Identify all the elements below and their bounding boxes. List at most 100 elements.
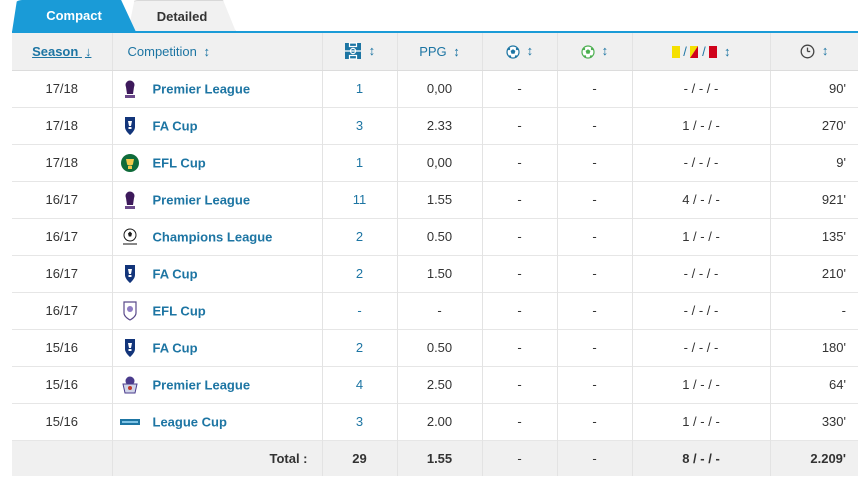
ppg-cell: 0.50 xyxy=(397,329,483,366)
ppg-cell: 0,00 xyxy=(397,144,483,181)
ppg-cell: 1.50 xyxy=(397,255,483,292)
cards-separator: / xyxy=(702,43,706,59)
season-header[interactable]: Season ↓ xyxy=(12,33,113,71)
table-row: 16/17 Champions League 2 0.50- -1 / - / -135… xyxy=(12,218,858,255)
competition-link[interactable]: League Cup xyxy=(152,414,227,429)
tab-compact[interactable]: Compact xyxy=(12,0,136,32)
competition-cell: Champions League xyxy=(112,218,323,255)
champions-league-logo[interactable] xyxy=(119,226,141,248)
competition-link[interactable]: Premier League xyxy=(152,377,251,392)
assists-cell: - xyxy=(557,329,633,366)
table-row: 17/18 EFL Cup 1 0,00- - - / - / -9' xyxy=(12,144,858,181)
total-row: Total : 29 1.55 - - 8 / - / - 2.209' xyxy=(12,440,858,476)
pitch-icon xyxy=(344,42,362,60)
goals-cell: - xyxy=(482,255,558,292)
assists-cell: - xyxy=(557,292,633,329)
season-cell: 16/17 xyxy=(12,255,113,292)
table-row: 16/17 Premier League 11 1.55- -4 / - / -921' xyxy=(12,181,858,218)
minutes-cell: 180' xyxy=(821,340,846,355)
tab-detailed[interactable]: Detailed xyxy=(128,0,236,32)
assists-cell: - xyxy=(557,403,633,440)
competition-link[interactable]: Premier League xyxy=(152,81,251,96)
cards-cell: 1 / - / - xyxy=(632,366,771,403)
competition-link[interactable]: FA Cup xyxy=(152,340,198,355)
cards-separator: / xyxy=(683,43,687,59)
cards-header[interactable]: / / ↕ xyxy=(632,33,771,71)
competition-header-label: Competition xyxy=(127,43,197,59)
minutes-cell: 90' xyxy=(829,81,846,96)
apps-cell[interactable]: 11 xyxy=(322,181,398,218)
cards-cell: - / - / - xyxy=(632,255,771,292)
competition-cell: FA Cup xyxy=(112,107,323,144)
goals-cell: - xyxy=(482,403,558,440)
minutes-cell: 9' xyxy=(836,155,846,170)
competition-cell: FA Cup xyxy=(112,329,323,366)
goals-cell: - xyxy=(482,70,558,107)
red-card-icon xyxy=(709,46,718,59)
appearances-header[interactable]: ↕ xyxy=(322,33,398,71)
ppg-cell: 2.00 xyxy=(397,403,483,440)
premier-league-logo[interactable] xyxy=(119,189,141,211)
competition-link[interactable]: EFL Cup xyxy=(152,155,206,170)
competition-link[interactable]: Premier League xyxy=(152,192,251,207)
competition-cell: Premier League xyxy=(112,366,323,403)
total-spacer xyxy=(12,440,113,476)
apps-cell[interactable]: 2 xyxy=(322,255,398,292)
tab-bar: Detailed Compact xyxy=(0,0,858,33)
minutes-cell: 270' xyxy=(821,118,846,133)
goals-cell: - xyxy=(482,329,558,366)
sort-icon: ↕ xyxy=(723,43,731,59)
fa-cup-logo[interactable] xyxy=(119,337,141,359)
ppg-cell: 2.33 xyxy=(397,107,483,144)
competition-link[interactable]: EFL Cup xyxy=(152,303,206,318)
assists-header[interactable]: ↕ xyxy=(557,33,633,71)
season-cell: 15/16 xyxy=(12,329,113,366)
minutes-header[interactable]: ↕ xyxy=(770,33,858,71)
apps-cell[interactable]: 2 xyxy=(322,329,398,366)
fa-cup-logo[interactable] xyxy=(119,115,141,137)
performance-table: Season ↓ Competition ↕ ↕ xyxy=(12,33,858,476)
goals-header[interactable]: ↕ xyxy=(482,33,558,71)
apps-cell[interactable]: 1 xyxy=(322,144,398,181)
competition-link[interactable]: FA Cup xyxy=(152,118,198,133)
minutes-cell: 210' xyxy=(821,266,846,281)
total-ppg: 1.55 xyxy=(397,440,483,476)
apps-cell[interactable]: 1 xyxy=(322,70,398,107)
apps-cell[interactable]: 3 xyxy=(322,403,398,440)
minutes-cell: 330' xyxy=(821,414,846,429)
total-label: Total : xyxy=(112,440,323,476)
table-row: 15/16 Premier League 4 2.50- -1 / - / -64' xyxy=(12,366,858,403)
apps-cell[interactable]: 3 xyxy=(322,107,398,144)
sort-icon: ↕ xyxy=(453,43,460,59)
goals-cell: - xyxy=(482,181,558,218)
fa-cup-logo[interactable] xyxy=(119,263,141,285)
competition-cell: EFL Cup xyxy=(112,292,323,329)
total-assists: - xyxy=(557,440,633,476)
season-cell: 16/17 xyxy=(12,181,113,218)
ppg-header[interactable]: PPG ↕ xyxy=(397,33,483,71)
cards-cell: - / - / - xyxy=(632,329,771,366)
season-cell: 15/16 xyxy=(12,403,113,440)
competition-cell: Premier League xyxy=(112,70,323,107)
apps-cell[interactable]: 2 xyxy=(322,218,398,255)
premier-league-logo[interactable] xyxy=(119,78,141,100)
total-cards: 8 / - / - xyxy=(632,440,771,476)
cards-cell: 1 / - / - xyxy=(632,218,771,255)
season-cell: 17/18 xyxy=(12,144,113,181)
cards-cell: - / - / - xyxy=(632,292,771,329)
minutes-cell: 921' xyxy=(821,192,846,207)
premier-league-old-logo[interactable] xyxy=(119,374,141,396)
efl-cup-old-logo[interactable] xyxy=(119,300,141,322)
apps-cell[interactable]: 4 xyxy=(322,366,398,403)
competition-link[interactable]: FA Cup xyxy=(152,266,198,281)
assists-cell: - xyxy=(557,107,633,144)
efl-cup-logo[interactable] xyxy=(119,152,141,174)
cards-cell: 1 / - / - xyxy=(632,403,771,440)
table-row: 17/18 FA Cup 3 2.33- -1 / - / -270' xyxy=(12,107,858,144)
goals-cell: - xyxy=(482,366,558,403)
clock-icon xyxy=(800,44,815,59)
league-cup-logo[interactable] xyxy=(119,411,141,433)
table-row: 15/16 League Cup 3 2.00- -1 / - / -330' xyxy=(12,403,858,440)
competition-link[interactable]: Champions League xyxy=(152,229,273,244)
competition-header[interactable]: Competition ↕ xyxy=(112,33,323,71)
